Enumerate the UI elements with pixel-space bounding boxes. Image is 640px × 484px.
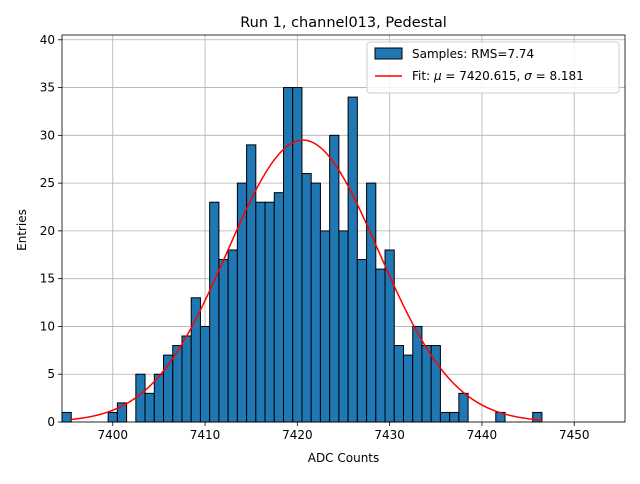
histogram-bar	[347, 96, 358, 423]
histogram-bar	[227, 249, 238, 423]
histogram-bar	[181, 335, 192, 423]
y-axis-ticks: 0 5 10 15 20 25 30 35 40	[40, 33, 62, 429]
histogram-bar	[283, 87, 294, 423]
legend-label-fit: Fit: μ = 7420.615, σ = 8.181	[412, 69, 584, 83]
histogram-bar	[412, 325, 423, 423]
histogram-bar	[421, 345, 432, 423]
y-tick-label: 25	[40, 176, 55, 190]
histogram-bar	[255, 201, 266, 423]
histogram-bar	[209, 201, 220, 423]
histogram-bar	[366, 182, 377, 423]
x-tick-label: 7410	[190, 428, 221, 442]
y-tick-label: 20	[40, 224, 55, 238]
y-axis-label: Entries	[15, 209, 29, 251]
axes-frame	[61, 34, 626, 423]
histogram-bar	[338, 230, 349, 423]
legend-swatch-samples	[374, 47, 403, 60]
histogram-bar	[61, 411, 72, 423]
fit-curve	[71, 139, 542, 421]
histogram-bar	[329, 134, 340, 423]
histogram-bar	[439, 411, 451, 423]
histogram-bar	[246, 144, 257, 423]
histogram-bar	[199, 325, 211, 423]
histogram-bar	[310, 182, 321, 423]
histogram-bar	[458, 392, 469, 423]
y-tick-label: 5	[47, 367, 55, 381]
histogram-bar	[264, 201, 275, 423]
x-tick-label: 7400	[97, 428, 128, 442]
legend-box	[366, 41, 620, 94]
histogram-bar	[292, 87, 303, 423]
y-tick-label: 30	[40, 128, 55, 142]
histogram-bar	[144, 392, 155, 423]
histogram-bar	[356, 259, 368, 423]
histogram-bars	[61, 87, 543, 423]
legend: Samples: RMS=7.74 Fit: μ = 7420.615, σ =…	[366, 41, 620, 94]
legend-label-samples: Samples: RMS=7.74	[412, 47, 534, 61]
histogram-bar	[190, 297, 201, 423]
histogram-bar	[402, 354, 414, 423]
x-tick-label: 7420	[282, 428, 313, 442]
histogram-bar	[107, 411, 118, 423]
y-tick-label: 35	[40, 81, 55, 95]
x-tick-label: 7450	[559, 428, 590, 442]
y-tick-label: 15	[40, 272, 55, 286]
histogram-bar	[135, 373, 146, 423]
histogram-bar	[393, 345, 404, 423]
y-tick-label: 0	[47, 415, 55, 429]
histogram-bar	[273, 192, 285, 423]
histogram-bar	[449, 411, 460, 423]
histogram-bar	[375, 268, 386, 423]
y-tick-label: 40	[40, 33, 55, 47]
histogram-bar	[218, 259, 229, 423]
y-tick-label: 10	[40, 319, 55, 333]
chart-title: Run 1, channel013, Pedestal	[240, 15, 447, 31]
x-axis-label: ADC Counts	[308, 451, 380, 465]
x-axis-ticks: 7400 7410 7420 7430 7440 7450	[97, 422, 590, 442]
histogram-bar	[301, 173, 312, 423]
x-tick-label: 7440	[467, 428, 498, 442]
x-tick-label: 7430	[374, 428, 405, 442]
histogram-bar	[153, 373, 165, 423]
histogram-bar	[319, 230, 331, 423]
